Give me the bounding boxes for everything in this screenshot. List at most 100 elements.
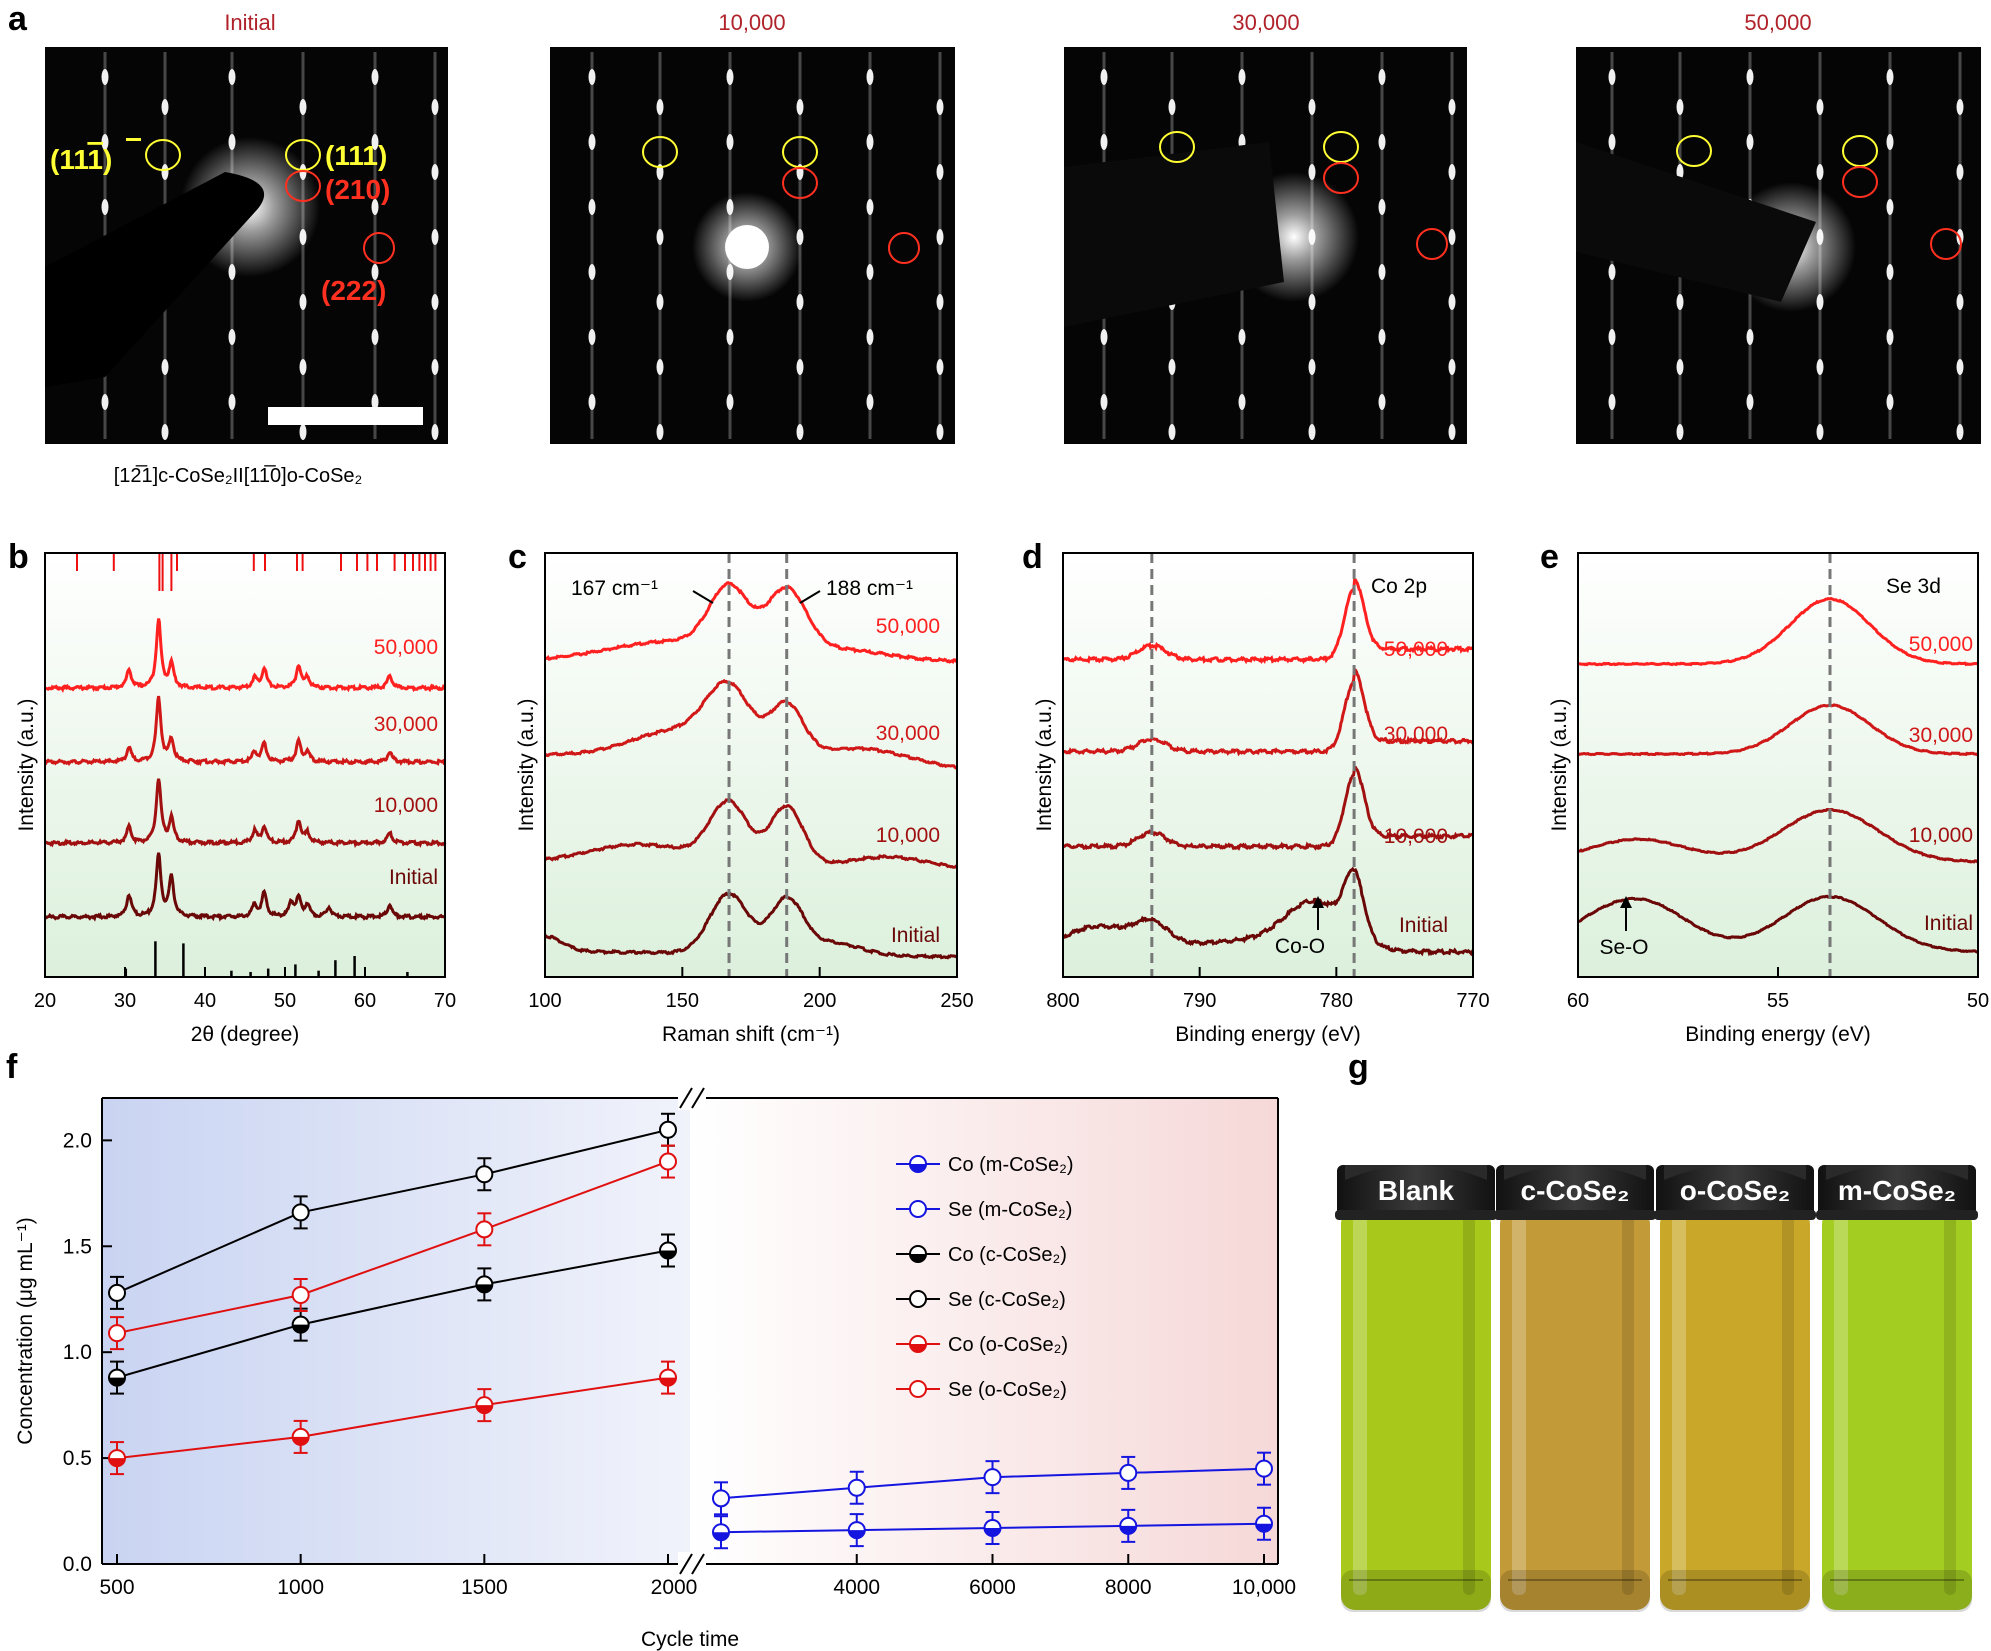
label-111bar-overline: [126, 138, 141, 141]
diffraction-spot: [1308, 359, 1316, 375]
se3d-curve-4: [1577, 894, 1979, 954]
se3d-curve-2: [1577, 703, 1979, 757]
legend-label: Se (c-CoSe₂): [948, 1289, 1066, 1311]
x-axis-label: Binding energy (eV): [1685, 1023, 1871, 1046]
red-circle-222: [1930, 228, 1962, 260]
vial-liquid: [1660, 1210, 1810, 1610]
diffraction-spot: [1816, 424, 1824, 440]
diffraction-spot: [1608, 264, 1616, 280]
diffraction-spot: [101, 199, 109, 215]
co2p-series-label: 50,000: [1384, 638, 1448, 661]
diffraction-spot: [1816, 164, 1824, 180]
raman-curve-4: [544, 891, 959, 960]
panel-letter-f: f: [6, 1048, 18, 1086]
legend-label: Se (m-CoSe₂): [948, 1199, 1072, 1221]
diffraction-streak: [1450, 52, 1454, 439]
diffraction-spot: [1100, 134, 1108, 150]
panel-b: 20 30 40 50 60 70 2θ (degree) Intensity (a.u.) 5…: [15, 552, 456, 1046]
label-111bar: (111): [50, 144, 112, 175]
x-tick-label: 70: [434, 990, 456, 1012]
co2p-curve-2: [1062, 666, 1474, 757]
vial-shadow: [1782, 1215, 1794, 1595]
vial-shadow: [1944, 1215, 1956, 1595]
diffraction-spot: [796, 424, 804, 440]
vial-highlight: [1353, 1215, 1367, 1595]
diffraction-spot: [1676, 294, 1684, 310]
diffraction-spot: [299, 424, 307, 440]
data-point: [108, 1324, 126, 1343]
vials-photo: Blank c-CoSe₂ o-CoSe₂ m-CoSe₂: [1335, 1165, 1978, 1612]
beam-stopper: [1576, 142, 1816, 302]
annotation-188: 188 cm⁻¹: [826, 577, 913, 600]
se3d-series-label: 10,000: [1909, 824, 1973, 847]
x-tick-label: 780: [1320, 990, 1353, 1012]
diffraction-spot: [656, 99, 664, 115]
diffraction-streak: [1888, 52, 1892, 439]
diffraction-spot: [371, 394, 379, 410]
diffraction-spot: [1608, 329, 1616, 345]
arrow-167: [692, 590, 714, 604]
diffraction-spot: [936, 229, 944, 245]
data-point-fill: [713, 1532, 729, 1541]
y-tick-label: 0.5: [63, 1447, 92, 1470]
diffraction-spot: [1308, 99, 1316, 115]
xrd-series-label: 50,000: [374, 636, 438, 659]
diffraction-spot: [161, 99, 169, 115]
diffraction-spot: [371, 69, 379, 85]
vial-highlight: [1512, 1215, 1526, 1595]
annotation-se-o: Se-O: [1599, 936, 1648, 959]
diffraction-spot: [431, 164, 439, 180]
diffraction-streak: [938, 52, 942, 439]
xrd-series-label: Initial: [389, 866, 438, 889]
x-tick-label: 100: [528, 990, 561, 1012]
vial-cap-rim: [1494, 1210, 1656, 1220]
raman-curve-3: [544, 798, 958, 869]
red-circle-210: [782, 167, 818, 199]
legend-marker-fill: [910, 1164, 926, 1172]
legend-marker: [909, 1200, 927, 1218]
plot-background: [45, 553, 445, 977]
diffraction-spot: [588, 264, 596, 280]
diffraction-spot: [1676, 359, 1684, 375]
x-axis-label: 2θ (degree): [191, 1023, 300, 1046]
x-tick-label: 1500: [461, 1576, 508, 1599]
yellow-circle-111bar: [1159, 131, 1195, 163]
diffraction-spot: [726, 69, 734, 85]
diffraction-spot: [866, 329, 874, 345]
panel-letter-c: c: [508, 538, 527, 576]
diffraction-spot: [1378, 134, 1386, 150]
x-tick-label: 50: [274, 990, 296, 1012]
x-tick-label: 2000: [651, 1576, 698, 1599]
diffraction-spot: [1378, 69, 1386, 85]
xrd-curve-3: [44, 778, 447, 849]
diffraction-spot: [431, 229, 439, 245]
legend: Co (m-CoSe₂) Se (m-CoSe₂) Co (c-CoSe₂) Se (…: [896, 1154, 1074, 1401]
vial-label: m-CoSe₂: [1838, 1175, 1956, 1206]
y-axis-label: Intensity (a.u.): [515, 698, 538, 831]
diffraction-spot: [299, 294, 307, 310]
yellow-circle-111bar: [145, 139, 181, 171]
panel-c: 100 150 200 250 Raman shift (cm⁻¹) Intensity …: [515, 552, 974, 1046]
diffraction-spot: [101, 394, 109, 410]
diffraction-spot: [1608, 394, 1616, 410]
label-222: (222): [321, 275, 386, 306]
annotation-167: 167 cm⁻¹: [571, 577, 658, 600]
diffraction-spot: [1746, 134, 1754, 150]
label-111bar-overbar: 1: [87, 144, 103, 175]
diffraction-spot: [299, 99, 307, 115]
xrd-series-label: 10,000: [374, 794, 438, 817]
x-tick-label: 800: [1046, 990, 1079, 1012]
red-circle-222: [363, 232, 395, 264]
diffraction-spot: [1676, 424, 1684, 440]
data-point-fill: [109, 1377, 125, 1386]
diffraction-spot: [1168, 424, 1176, 440]
legend-label: Se (o-CoSe₂): [948, 1379, 1067, 1401]
plot-background: [1578, 553, 1978, 977]
axis-break-mark: [691, 1087, 705, 1109]
diffraction-spot: [866, 264, 874, 280]
vial-2: c-CoSe₂: [1494, 1165, 1656, 1612]
vial-base: [1660, 1570, 1810, 1612]
diffraction-streak: [868, 52, 872, 439]
diffraction-spot: [1956, 359, 1964, 375]
yellow-circle-111bar: [642, 136, 678, 168]
